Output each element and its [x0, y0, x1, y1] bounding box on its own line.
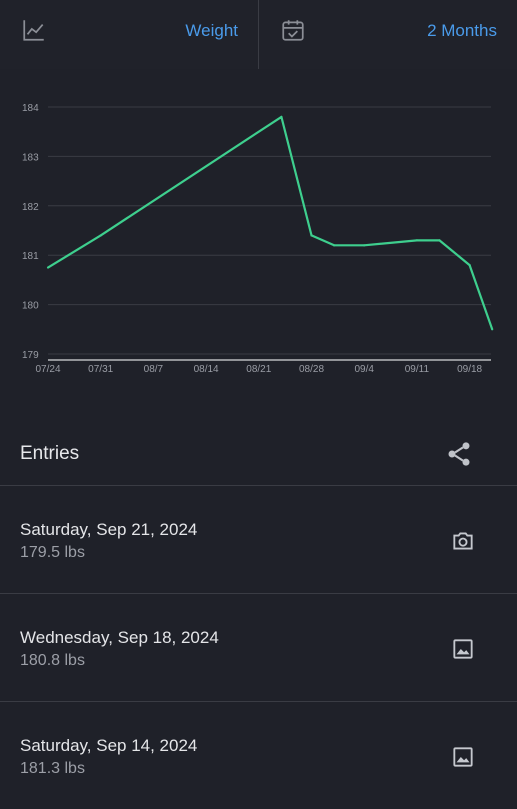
- y-tick-label: 179: [22, 350, 39, 361]
- line-chart-icon[interactable]: [21, 17, 47, 43]
- image-icon[interactable]: [450, 636, 476, 662]
- x-tick-label: 08/28: [299, 364, 324, 375]
- entry-weight: 179.5 lbs: [20, 544, 85, 561]
- entry-date: Saturday, Sep 21, 2024: [20, 520, 198, 539]
- data-point: [468, 263, 471, 267]
- x-tick-label: 09/4: [354, 364, 374, 375]
- weight-line-chart: 179 180 181 182 183 184 07/24 07/31 08/7 08/14 08/…: [22, 103, 494, 375]
- data-point: [415, 239, 418, 242]
- camera-icon[interactable]: [450, 528, 476, 554]
- entry-weight: 181.3 lbs: [20, 760, 85, 777]
- entry-weight: 180.8 lbs: [20, 652, 85, 669]
- y-tick-label: 181: [22, 251, 39, 262]
- calendar-check-icon[interactable]: [280, 17, 306, 43]
- x-tick-label: 09/18: [457, 364, 482, 375]
- data-point: [491, 328, 494, 331]
- data-point: [332, 244, 336, 247]
- data-point: [99, 234, 102, 237]
- share-icon[interactable]: [445, 440, 473, 468]
- y-tick-label: 183: [22, 152, 39, 163]
- range-selector[interactable]: 2 Months: [427, 21, 497, 40]
- y-tick-label: 180: [22, 301, 39, 312]
- x-tick-label: 08/21: [246, 364, 271, 375]
- entry-row[interactable]: Saturday, Sep 21, 2024 179.5 lbs: [0, 485, 517, 593]
- entry-date: Saturday, Sep 14, 2024: [20, 736, 198, 755]
- entries-title: Entries: [20, 443, 80, 464]
- entries-list: Saturday, Sep 21, 2024 179.5 lbs Wednesd…: [0, 485, 517, 809]
- y-tick-label: 184: [22, 103, 39, 114]
- header-divider: [258, 0, 259, 69]
- data-point: [310, 234, 313, 237]
- x-tick-label: 09/11: [405, 364, 430, 375]
- x-tick-label: 08/14: [194, 364, 219, 375]
- entry-row[interactable]: Saturday, Sep 14, 2024 181.3 lbs: [0, 701, 517, 809]
- metric-selector[interactable]: Weight: [185, 21, 238, 40]
- image-icon[interactable]: [450, 744, 476, 770]
- data-point: [280, 115, 283, 118]
- entry-row[interactable]: Wednesday, Sep 18, 2024 180.8 lbs: [0, 593, 517, 701]
- y-tick-label: 182: [22, 202, 39, 213]
- entry-date: Wednesday, Sep 18, 2024: [20, 628, 219, 647]
- data-point: [46, 266, 50, 269]
- weight-series-line: [47, 115, 494, 330]
- data-point: [438, 239, 441, 242]
- x-tick-label: 07/24: [35, 364, 60, 375]
- weight-chart: 179 180 181 182 183 184 07/24 07/31 08/7 08/14 08/…: [0, 69, 517, 400]
- entries-header: Entries: [0, 426, 517, 485]
- x-tick-label: 08/7: [144, 364, 164, 375]
- data-point: [363, 244, 366, 247]
- top-bar: Weight 2 Months: [0, 0, 517, 69]
- x-tick-label: 07/31: [88, 364, 113, 375]
